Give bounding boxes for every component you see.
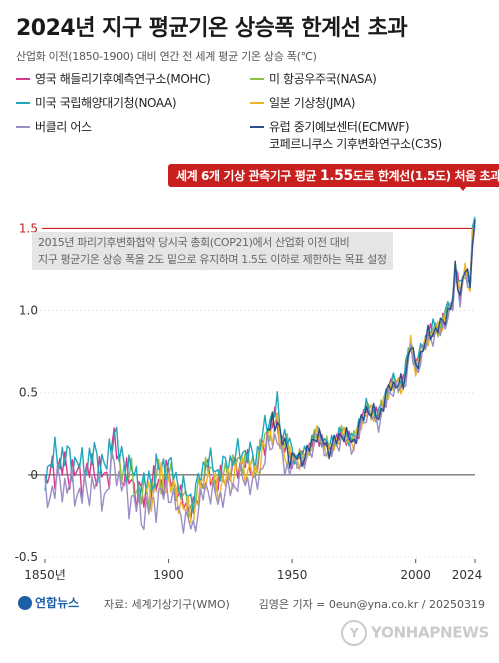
legend-label-nasa: 미 항공우주국(NASA) [269, 72, 377, 86]
temperature-chart: 1.5 1.0 0.5 0 -0.5 1850년 1900 1950 2000 2024 [15, 216, 482, 582]
series-line-5 [267, 219, 476, 469]
threshold-callout: 세계 6개 기상 관측기구 평균 1.55도로 한계선(1.5도) 처음 초과 [168, 164, 499, 187]
logo-text: 연합뉴스 [35, 596, 80, 610]
watermark-icon: Y [341, 620, 368, 646]
callout-pre: 세계 6개 기상 관측기구 평균 [176, 169, 320, 183]
chart-legend: 영국 해들리기후예측연구소(MOHC) 미 항공우주국(NASA) 미국 국립해… [16, 70, 486, 156]
globe-icon [18, 595, 32, 610]
data-source: 자료: 세계기상기구(WMO) [104, 598, 230, 611]
x-tick-label: 2000 [400, 568, 431, 582]
x-axis-ticks: 1850년 1900 1950 2000 2024 [24, 559, 482, 582]
legend-item-noaa: 미국 국립해양대기청(NOAA) [16, 94, 177, 111]
y-tick-label: 1.0 [19, 304, 38, 318]
callout-pointer [458, 185, 468, 191]
legend-label-berkeley: 버클리 어스 [35, 120, 92, 134]
legend-label-ecmwf: 유럽 중기예보센터(ECMWF) [269, 120, 410, 134]
y-axis-ticks: 1.5 1.0 0.5 0 -0.5 [15, 221, 38, 564]
series-line-4 [44, 225, 476, 534]
legend-swatch-nasa [250, 77, 264, 80]
legend-swatch-berkeley [16, 125, 30, 128]
callout-value: 1.55 [319, 168, 353, 184]
legend-swatch-mohc [16, 77, 30, 80]
watermark: Y YONHAPNEWS [341, 620, 489, 646]
note-line-1: 2015년 파리기후변화협약 당시국 총회(COP21)에서 산업화 이전 대비 [38, 236, 350, 249]
watermark-text: YONHAPNEWS [371, 623, 489, 642]
legend-label-mohc: 영국 해들리기후예측연구소(MOHC) [35, 72, 211, 86]
chart-series [44, 216, 476, 534]
series-line-2 [44, 216, 476, 514]
y-tick-label: 1.5 [19, 221, 38, 235]
yonhap-logo: 연합뉴스 [18, 594, 79, 611]
page-title: 2024년 지구 평균기온 상승폭 한계선 초과 [16, 16, 408, 41]
x-tick-label: 1950 [277, 568, 308, 582]
note-line-2: 지구 평균기온 상승 폭을 2도 밑으로 유지하며 1.5도 이하로 제한하는 … [38, 253, 387, 266]
chart-gridlines [28, 228, 475, 558]
x-tick-label: 1850년 [24, 568, 66, 582]
y-tick-label: -0.5 [15, 550, 38, 564]
paris-agreement-note: 2015년 파리기후변화협약 당시국 총회(COP21)에서 산업화 이전 대비… [32, 232, 393, 270]
x-tick-label: 2024 [452, 568, 483, 582]
legend-label-jma: 일본 기상청(JMA) [269, 96, 356, 110]
legend-item-berkeley: 버클리 어스 [16, 118, 92, 135]
reporter-credit: 김영은 기자 = 0eun@yna.co.kr / 20250319 [258, 598, 485, 611]
chart-subtitle: 산업화 이전(1850-1900) 대비 연간 전 세계 평균 기온 상승 폭(… [16, 50, 317, 63]
legend-item-jma: 일본 기상청(JMA) [250, 94, 355, 111]
legend-label-c3s: 코페르니쿠스 기후변화연구소(C3S) [269, 137, 442, 151]
legend-item-ecmwf: 유럽 중기예보센터(ECMWF) 코페르니쿠스 기후변화연구소(C3S) [250, 118, 442, 152]
x-tick-label: 1900 [153, 568, 184, 582]
legend-item-mohc: 영국 해들리기후예측연구소(MOHC) [16, 70, 211, 87]
y-tick-label: 0.5 [19, 386, 38, 400]
legend-swatch-noaa [16, 101, 30, 104]
legend-swatch-ecmwf [250, 125, 264, 128]
legend-item-nasa: 미 항공우주국(NASA) [250, 70, 377, 87]
legend-label-noaa: 미국 국립해양대기청(NOAA) [35, 96, 177, 110]
legend-swatch-jma [250, 101, 264, 104]
callout-post: 도로 한계선(1.5도) 처음 초과 [352, 169, 499, 183]
y-tick-label: 0 [30, 468, 38, 482]
